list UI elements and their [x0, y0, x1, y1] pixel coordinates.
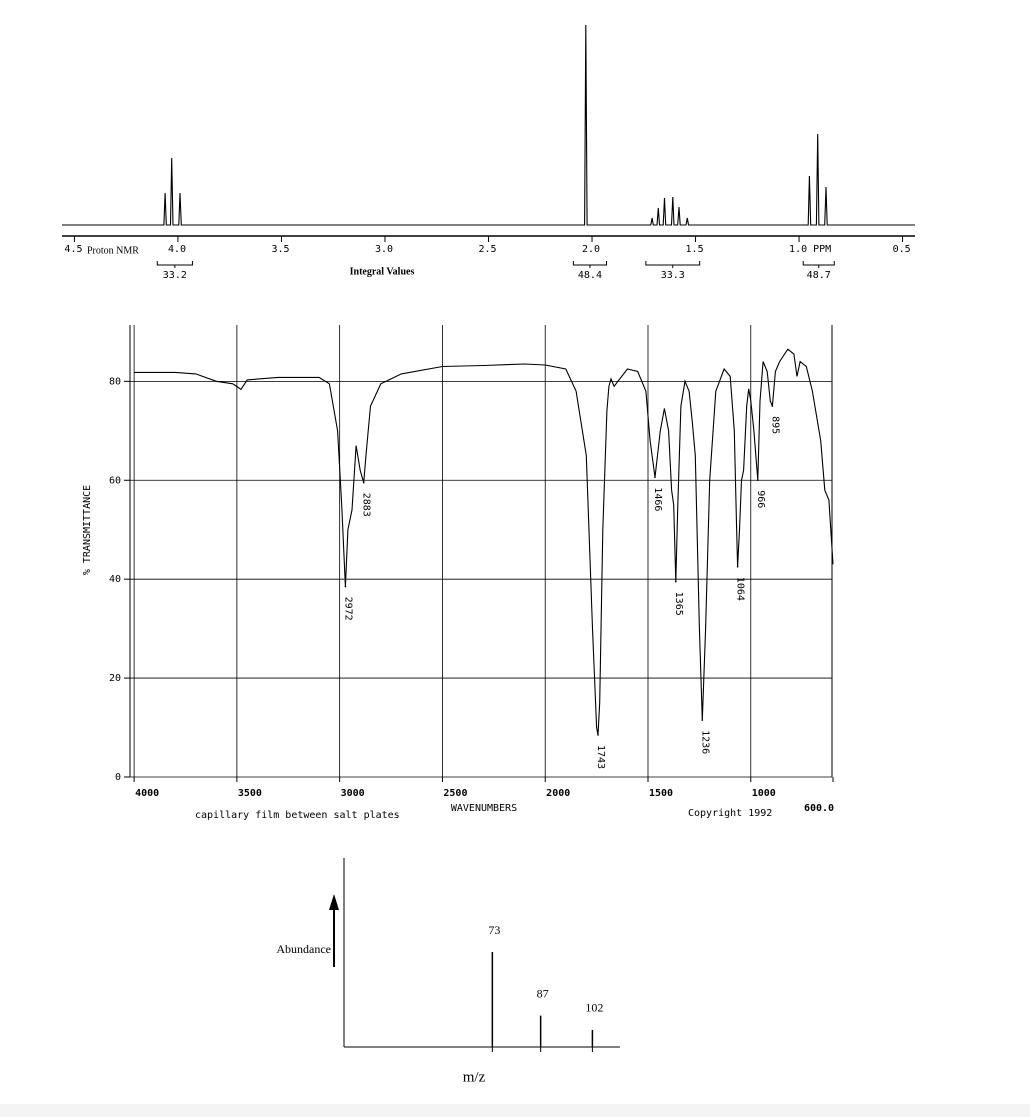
x-tick-label: 600.0: [804, 803, 834, 814]
peak-label: 1365: [673, 592, 684, 616]
y-tick-label: 80: [109, 376, 121, 387]
integral-bracket: [156, 261, 193, 268]
y-tick-label: 40: [109, 574, 121, 585]
nmr-annotation: Proton NMR: [87, 245, 139, 256]
spectrum-line: [134, 348, 834, 736]
x-tick-label: 1500: [649, 788, 673, 799]
x-tick-label: 1.0 PPM: [789, 244, 831, 255]
arrow-head: [329, 894, 339, 910]
x-tick-label: 1000: [752, 788, 776, 799]
peak-label: 87: [537, 986, 549, 1000]
x-axis-title: WAVENUMBERS: [451, 803, 517, 814]
ir-note: capillary film between salt plates: [195, 810, 400, 821]
y-axis-title: % TRANSMITTANCE: [82, 485, 93, 575]
x-tick-label: 3.5: [271, 244, 289, 255]
x-axis-title: m/z: [463, 1069, 486, 1085]
x-tick-label: 3.0: [375, 244, 393, 255]
y-tick-label: 0: [115, 772, 121, 783]
spectrum-line: [62, 24, 915, 226]
x-tick-label: 4.5: [64, 244, 82, 255]
x-tick-label: 3000: [341, 788, 365, 799]
copyright: Copyright 1992: [688, 808, 772, 819]
peak-label: 966: [755, 490, 766, 508]
y-tick-label: 60: [109, 475, 121, 486]
x-tick-label: 2.0: [582, 244, 600, 255]
integral-label: 33.2: [163, 270, 187, 281]
bottom-strip: [0, 1104, 1030, 1117]
x-tick-label: 2000: [546, 788, 570, 799]
x-tick-label: 1.5: [686, 244, 704, 255]
x-tick-label: 2.5: [479, 244, 497, 255]
integral-bracket: [572, 261, 608, 268]
peak-label: 73: [488, 923, 500, 937]
y-axis-title: Abundance: [276, 942, 331, 956]
peak-label: 2972: [342, 597, 353, 621]
peak-label: 895: [769, 416, 780, 434]
peak-label: 1064: [735, 577, 746, 601]
x-tick-label: 0.5: [893, 244, 911, 255]
integral-title: Integral Values: [350, 266, 415, 277]
peak-label: 2883: [361, 493, 372, 517]
integral-bracket: [802, 261, 835, 268]
y-tick-label: 20: [109, 673, 121, 684]
integral-label: 48.7: [807, 270, 831, 281]
x-tick-label: 4000: [135, 788, 159, 799]
peak-label: 1466: [652, 487, 663, 511]
peak-label: 1236: [699, 730, 710, 754]
integral-label: 48.4: [578, 270, 602, 281]
peak-label: 102: [585, 1001, 603, 1015]
integral-label: 33.3: [661, 270, 685, 281]
integral-bracket: [645, 261, 701, 268]
x-tick-label: 3500: [238, 788, 262, 799]
x-tick-label: 2500: [443, 788, 467, 799]
x-tick-label: 4.0: [168, 244, 186, 255]
peak-label: 1743: [595, 745, 606, 769]
